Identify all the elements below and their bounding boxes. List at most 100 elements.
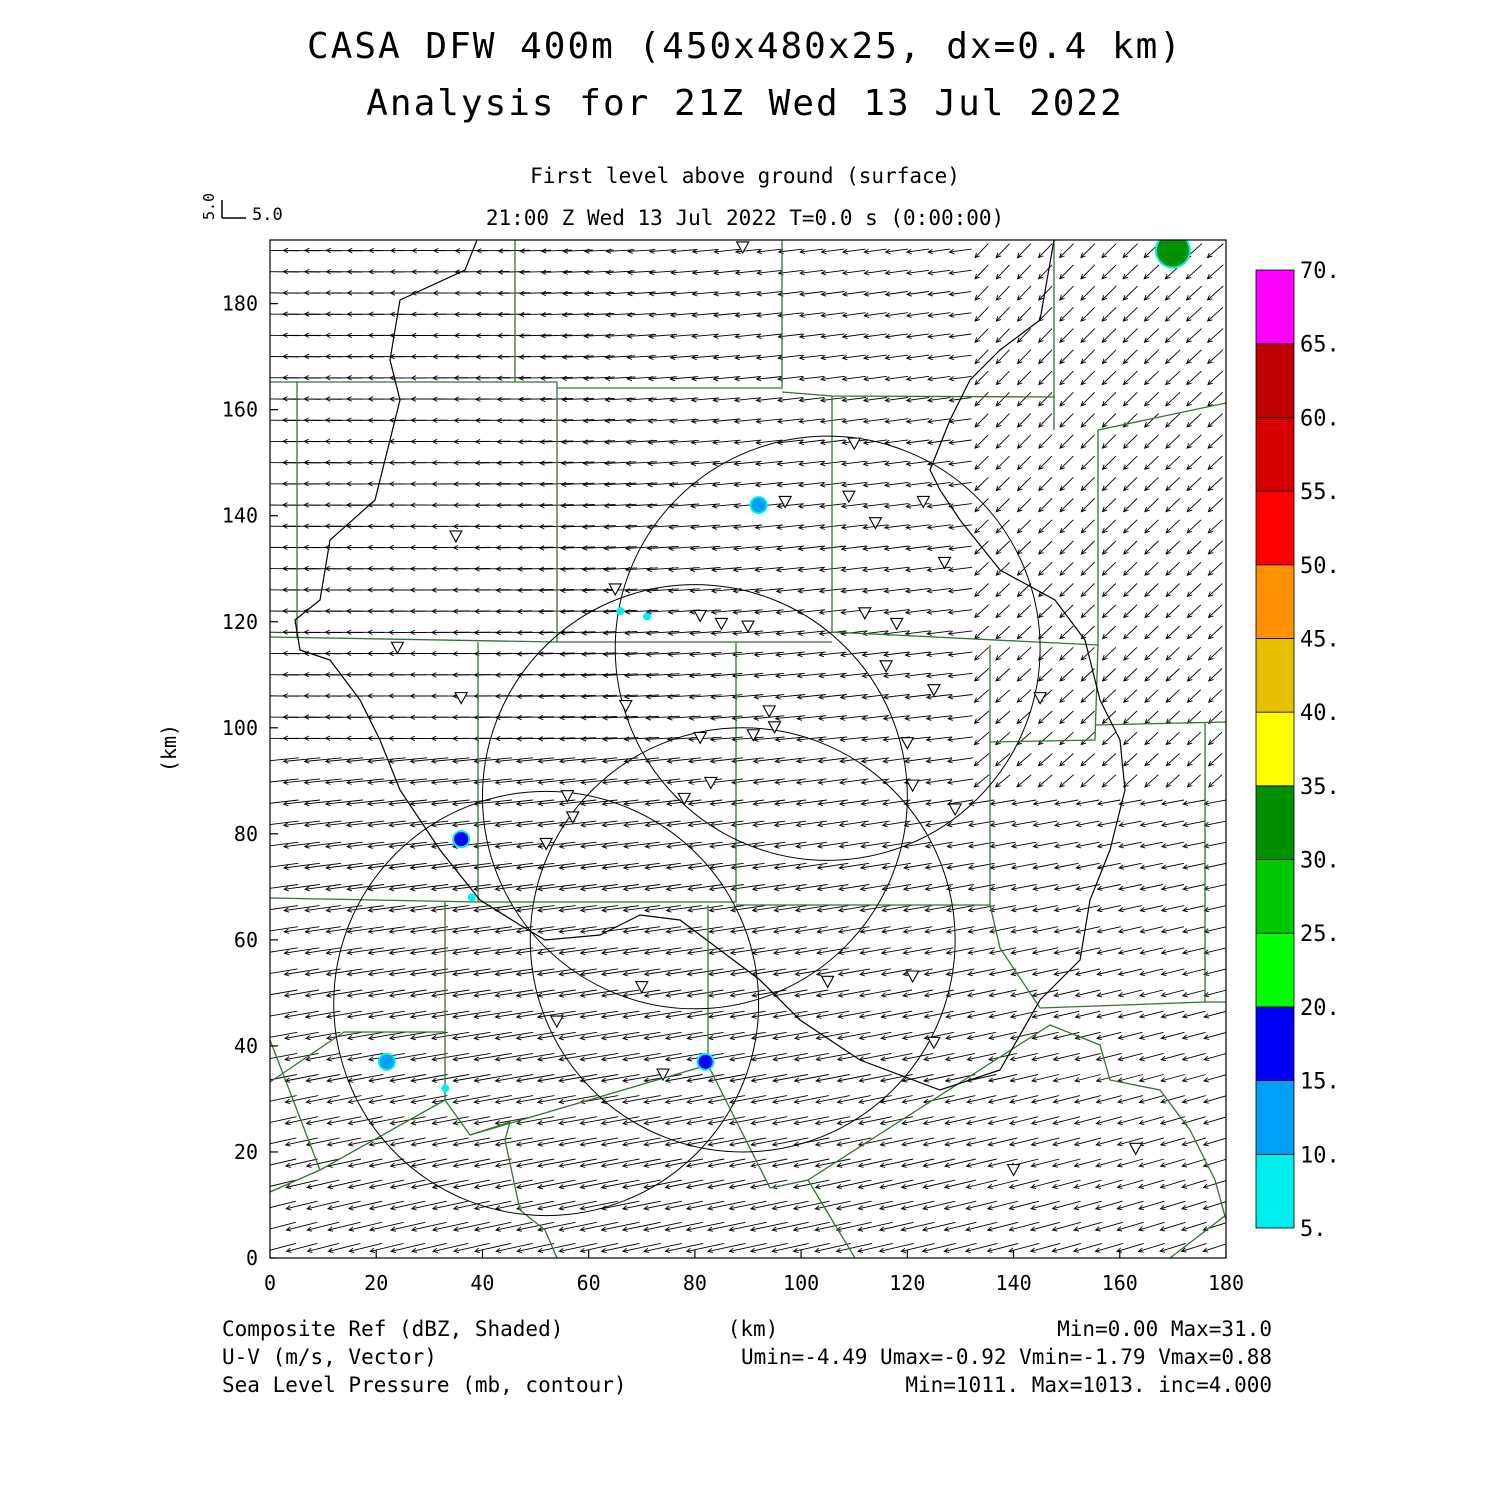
wind-vector [690, 439, 720, 445]
wind-vector [879, 1137, 914, 1147]
wind-vector [1203, 989, 1226, 998]
wind-vector [537, 1179, 576, 1190]
wind-vector [732, 588, 763, 594]
wind-vector [646, 545, 679, 551]
wind-vector [1080, 731, 1095, 746]
wind-vector [859, 884, 891, 892]
wind-vector [795, 841, 828, 849]
wind-vector [410, 1179, 448, 1190]
wind-vector [645, 630, 680, 636]
wind-vector [1182, 841, 1206, 849]
wind-vector [579, 1074, 619, 1083]
wind-vector [602, 715, 639, 721]
wind-vector [1008, 1137, 1039, 1147]
wind-vector [1122, 455, 1138, 471]
wind-vector [621, 1116, 661, 1126]
wind-vector [946, 841, 974, 849]
wind-vector [537, 672, 575, 678]
wind-vector [431, 1137, 469, 1147]
wind-vector [579, 968, 619, 977]
wind-vector [904, 715, 931, 721]
wind-vector [452, 1158, 491, 1168]
wind-vector [494, 1137, 533, 1147]
wind-vector [814, 1200, 851, 1211]
wind-vector [1058, 243, 1074, 259]
wind-vector [688, 757, 723, 764]
wind-vector [536, 1095, 576, 1105]
wind-vector [600, 947, 640, 956]
wind-vector [755, 439, 783, 446]
wind-vector [494, 968, 534, 977]
wind-vector [645, 694, 680, 700]
wind-vector [283, 968, 320, 977]
wind-vector [1016, 413, 1032, 428]
wind-vector [995, 689, 1011, 703]
wind-vector [1144, 583, 1159, 598]
wind-vector [622, 1095, 661, 1105]
wind-vector [987, 1074, 1018, 1083]
wind-vector [558, 1074, 598, 1083]
wind-vector [518, 311, 552, 318]
wind-vector [1122, 306, 1138, 322]
wind-vector [1144, 455, 1159, 471]
wind-vector [270, 1074, 297, 1081]
wind-vector [750, 1031, 787, 1041]
wind-vector [665, 989, 703, 998]
radar-site-marker [900, 737, 915, 750]
wind-vector [815, 1031, 850, 1041]
radar-range-rings [333, 435, 1041, 1217]
wind-vector [901, 1095, 934, 1104]
wind-vector [1118, 862, 1142, 870]
radar-site-marker [1033, 692, 1048, 705]
wind-vector [1038, 413, 1053, 428]
wind-vector [603, 524, 637, 530]
wind-vector [346, 947, 384, 956]
wind-vector [536, 1031, 576, 1041]
wind-vector [430, 989, 470, 998]
wind-vector [644, 841, 681, 849]
wind-vector [410, 1221, 447, 1232]
wind-vector [793, 1074, 829, 1083]
colorbar-swatch [1255, 859, 1295, 934]
wind-vector [515, 968, 555, 977]
wind-vector [816, 905, 849, 913]
wind-vector [884, 291, 908, 297]
wind-vector [995, 434, 1010, 449]
wind-vector [1207, 370, 1224, 386]
wind-vector [1075, 926, 1100, 934]
wind-vector [559, 693, 596, 700]
wind-vector [1185, 285, 1203, 301]
wind-vector [905, 269, 930, 276]
wind-vector [284, 1116, 319, 1126]
colorbar-label: 20. [1300, 996, 1340, 1021]
wind-vector [751, 905, 786, 913]
wind-vector [537, 736, 576, 742]
wind-vector [1186, 583, 1202, 598]
wind-vector [691, 270, 719, 276]
wind-vector [1074, 1074, 1101, 1083]
wind-vector [1030, 1095, 1060, 1104]
wind-vector [819, 545, 846, 552]
wind-vector [905, 397, 930, 403]
wind-vector [862, 481, 888, 488]
wind-vector [1037, 710, 1053, 725]
wind-vector [707, 1179, 746, 1190]
wind-vector [794, 989, 829, 998]
wind-vector [814, 1242, 851, 1254]
wind-vector [1160, 1052, 1185, 1062]
wind-vector [327, 1200, 361, 1211]
wind-vector [862, 460, 888, 467]
wind-vector [797, 524, 825, 530]
wind-vector [1080, 391, 1095, 407]
wind-vector [431, 1200, 469, 1211]
wind-vector [880, 1010, 913, 1019]
wind-vector [730, 820, 765, 828]
wind-vector [579, 841, 618, 849]
wind-vector [536, 1074, 576, 1083]
wind-vector [799, 291, 824, 297]
wind-vector [905, 524, 930, 530]
wind-vector [687, 778, 723, 785]
wind-vector [1080, 370, 1096, 386]
wind-vector [621, 1221, 661, 1232]
wind-vector [559, 566, 596, 572]
